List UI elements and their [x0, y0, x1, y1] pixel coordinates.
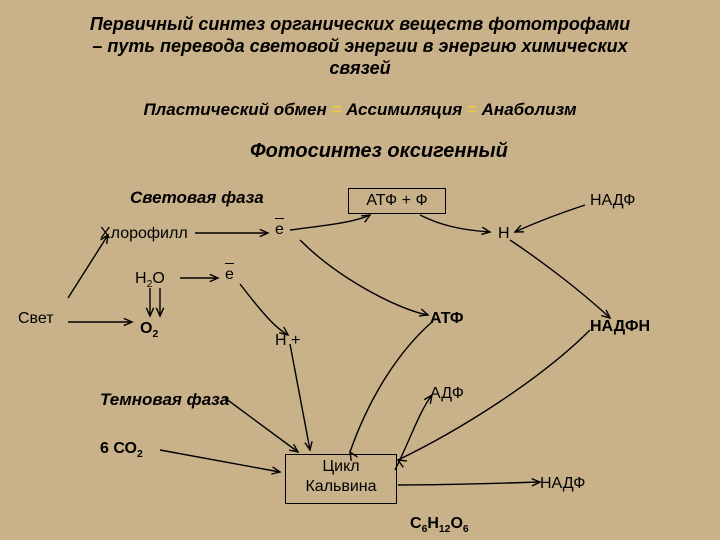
atp-label: АТФ — [430, 310, 464, 328]
light-phase-label: Световая фаза — [130, 188, 264, 208]
dark-phase-label: Темновая фаза — [100, 390, 229, 410]
calvin-line2: Кальвина — [305, 478, 376, 495]
electron-1: е — [275, 218, 284, 239]
nadf-label: НАДФ — [590, 192, 635, 210]
light-label: Свет — [18, 310, 54, 328]
calvin-line1: Цикл — [322, 458, 359, 475]
glucose-label: С6Н12О6 — [410, 515, 469, 535]
subtitle: Пластический обмен = Ассимиляция = Анабо… — [0, 100, 720, 120]
co2-label: 6 СО2 — [100, 440, 143, 460]
o2-label: О2 — [140, 320, 158, 340]
h2o-label: Н2О — [135, 270, 165, 290]
h-plus-label: Н + — [275, 332, 300, 350]
title-line2: – путь перевода световой энергии в энерг… — [0, 36, 720, 57]
h-label: Н — [498, 225, 510, 243]
nadfh-label: НАДФН — [590, 318, 650, 336]
section-heading: Фотосинтез оксигенный — [250, 140, 508, 163]
atp-f-box: АТФ + Ф — [348, 188, 446, 214]
calvin-cycle-box: Цикл Кальвина — [285, 454, 397, 504]
title-line3: связей — [0, 58, 720, 79]
nadf2-label: НАДФ — [540, 475, 585, 493]
title-line1: Первичный синтез органических веществ фо… — [0, 14, 720, 35]
electron-2: е — [225, 263, 234, 284]
adp-label: АДФ — [430, 385, 464, 403]
chlorophyll-label: Хлорофилл — [100, 225, 188, 243]
